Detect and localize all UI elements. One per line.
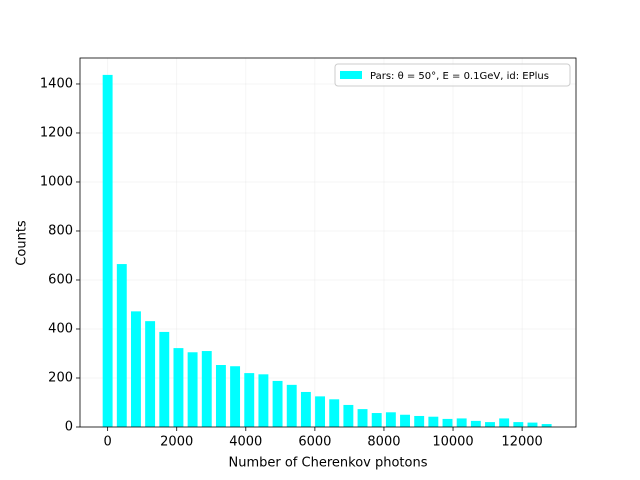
legend-swatch xyxy=(340,71,362,79)
bar xyxy=(442,418,453,427)
bar xyxy=(329,399,340,427)
x-tick-label: 0 xyxy=(103,435,111,450)
legend-box xyxy=(334,63,571,87)
bar xyxy=(499,418,510,427)
bar xyxy=(541,424,552,427)
bar xyxy=(428,416,439,427)
x-tick-label: 6000 xyxy=(298,435,331,450)
y-tick-label: 1400 xyxy=(40,76,73,91)
bar xyxy=(173,348,184,427)
bar xyxy=(272,380,283,427)
x-tick-label: 12000 xyxy=(501,435,542,450)
bar xyxy=(230,366,241,427)
bar xyxy=(456,418,467,427)
bar xyxy=(145,321,156,427)
bar xyxy=(116,264,127,427)
bar xyxy=(343,404,354,427)
y-tick-label: 0 xyxy=(65,420,73,435)
bar xyxy=(244,373,255,427)
bar xyxy=(400,414,410,427)
y-tick-label: 800 xyxy=(48,223,73,238)
bar xyxy=(371,413,382,427)
bar xyxy=(286,384,297,427)
y-axis-label: Counts xyxy=(15,220,30,266)
bar xyxy=(470,420,481,427)
y-tick-label: 400 xyxy=(48,321,73,336)
bar xyxy=(130,311,141,427)
bar xyxy=(102,74,113,427)
bar xyxy=(201,351,212,427)
bar xyxy=(414,415,425,427)
y-tick-label: 600 xyxy=(48,272,73,287)
bar xyxy=(513,422,524,427)
bar xyxy=(385,412,396,427)
x-tick-label: 2000 xyxy=(160,435,193,450)
bar xyxy=(258,374,269,427)
plot-frame xyxy=(79,57,577,428)
bar xyxy=(357,409,368,427)
bar xyxy=(315,396,326,427)
x-tick-label: 8000 xyxy=(367,435,400,450)
bar xyxy=(215,365,226,427)
x-tick-label: 4000 xyxy=(229,435,262,450)
bar xyxy=(159,331,170,427)
bar xyxy=(527,422,538,427)
legend-label: Pars: θ = 50°, E = 0.1GeV, id: EPlus xyxy=(370,71,549,82)
x-axis-label: Number of Cherenkov photons xyxy=(229,456,428,471)
y-tick-label: 1000 xyxy=(40,174,73,189)
bar xyxy=(485,422,495,427)
y-tick-label: 1200 xyxy=(40,125,73,140)
x-tick-label: 10000 xyxy=(432,435,473,450)
y-tick-label: 200 xyxy=(48,370,73,385)
bar xyxy=(187,352,198,427)
bar xyxy=(300,391,311,427)
